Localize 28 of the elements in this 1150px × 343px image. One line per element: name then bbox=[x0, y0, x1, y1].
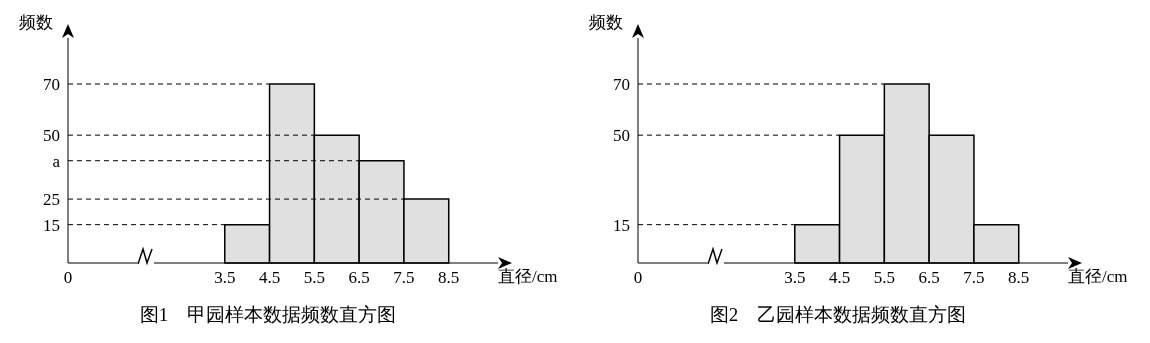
x-tick-label: 4.5 bbox=[258, 268, 281, 288]
text: 图2 乙园样本数据频数直方图 bbox=[708, 303, 968, 327]
y-tick-label: 25 bbox=[43, 190, 60, 210]
x-tick-label: 4.5 bbox=[828, 268, 851, 288]
x-tick-label: 7.5 bbox=[963, 268, 985, 288]
y-tick-label: 15 bbox=[613, 215, 630, 235]
y-tick-label: 50 bbox=[613, 126, 630, 146]
y-axis-title: 频数 bbox=[19, 13, 53, 32]
x-tick-label: 8.5 bbox=[438, 268, 460, 288]
y-tick-label: 15 bbox=[43, 215, 60, 235]
y-tick-label: 70 bbox=[43, 75, 60, 95]
y-tick-label: 50 bbox=[43, 126, 60, 146]
y-tick-label: 70 bbox=[613, 75, 630, 95]
x-tick-label: 6.5 bbox=[348, 268, 370, 288]
x-tick-label: 5.5 bbox=[873, 268, 895, 288]
text: 图1 甲园样本数据频数直方图 bbox=[138, 303, 398, 327]
x-axis-title: 直径/cm bbox=[1068, 267, 1128, 287]
x-tick-label: 8.5 bbox=[1008, 268, 1030, 288]
x-tick-label: 5.5 bbox=[303, 268, 325, 288]
x-tick-label: 0 bbox=[63, 268, 73, 288]
y-tick-label: a bbox=[52, 151, 61, 171]
x-tick-label: 0 bbox=[633, 268, 643, 288]
x-tick-label: 7.5 bbox=[393, 268, 415, 288]
x-tick-label: 3.5 bbox=[784, 268, 806, 288]
y-axis-title: 频数 bbox=[589, 13, 623, 32]
x-tick-label: 3.5 bbox=[214, 268, 236, 288]
x-tick-label: 6.5 bbox=[918, 268, 940, 288]
x-axis-title: 直径/cm bbox=[498, 267, 558, 287]
